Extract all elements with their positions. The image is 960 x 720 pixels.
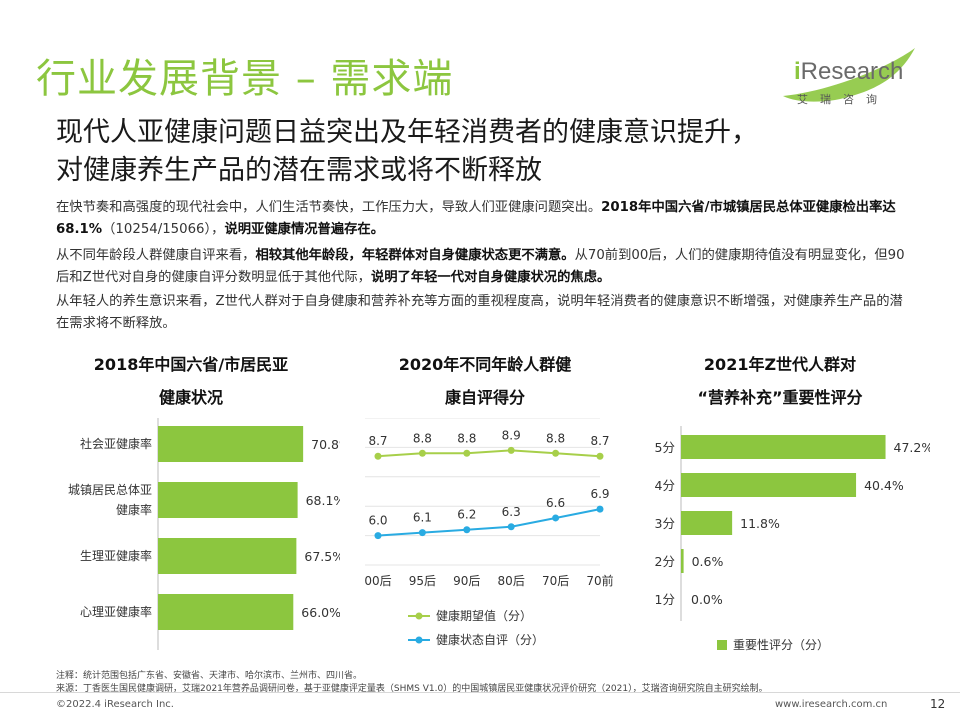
chart-3-bar [681,549,684,573]
chart-1-category-label: 心理亚健康率 [80,604,152,619]
chart-2-age-scores: 8.7 8.8 8.8 8.9 8.8 8.7 6.0 6.1 6.2 6.3 6.6 6.9 00后 9… [364,418,614,647]
logo-swoosh [783,48,915,102]
chart-2-point [418,449,426,457]
chart-2-point [374,452,382,460]
chart-3-bar [681,435,886,459]
chart-3-title: 2021年Z世代人群对 “营养补充”重要性评分 [697,355,863,407]
page-title: 行业发展背景 – 需求端 [36,56,454,102]
footer-divider [0,692,960,693]
chart-3-data-label: 0.0% [691,592,723,607]
chart-1-legend-label: 亚健康检出率（%） [156,665,263,666]
chart-2-series-line [377,449,601,458]
logo-wordmark: iResearch [794,58,904,85]
chart-2-data-label: 6.6 [546,496,565,510]
paragraph-3: 从年轻人的养生意识来看，Z世代人群对于自身健康和营养补充等方面的重视程度高，说明… [56,294,903,331]
chart-1-data-label: 68.1% [306,493,340,508]
chart-2-tick-label: 80后 [498,574,525,588]
chart-2-data-label: 8.7 [368,434,387,448]
chart-1-bar [158,594,294,630]
chart-2-title: 2020年不同年龄人群健 康自评得分 [398,355,572,407]
chart-3-importance-scores: 47.2% 5分 40.4% 4分 11.8% 3分 0.6% 2分 0.0% 1分重要性评分（分… [655,426,930,652]
footer-copyright: ©2022.4 iResearch Inc. [56,699,174,710]
chart-2-series-line [377,508,601,537]
chart-2-point [463,526,471,534]
chart-1-category-label: 生理亚健康率 [80,548,152,563]
chart-1-data-label: 67.5% [304,549,340,564]
chart-2-point [552,514,560,522]
chart-2-point [507,523,515,531]
chart-2-tick-label: 95后 [409,574,436,588]
page-subtitle: 现代人亚健康问题日益突出及年轻消费者的健康意识提升， 对健康养生产品的潜在需求或… [56,114,936,190]
chart-3-category-label: 2分 [655,554,675,569]
chart-3-category-label: 1分 [655,592,675,607]
page-number: 12 [930,697,946,711]
chart-1-data-label: 66.0% [301,605,340,620]
chart-3-legend-swatch [717,640,727,650]
chart-3-bar [681,473,857,497]
chart-3-category-label: 4分 [655,478,675,493]
chart-2-point [463,449,471,457]
paragraph-1: 在快节奏和高强度的现代社会中，人们生活节奏快，工作压力大，导致人们亚健康问题突出… [56,200,896,237]
chart-3-legend-label: 重要性评分（分） [733,638,829,652]
paragraph-2: 从不同年龄段人群健康自评来看，相较其他年龄段，年轻群体对自身健康状态更不满意。从… [56,248,905,285]
chart-1-bar [158,538,297,574]
chart-3-category-label: 3分 [655,516,675,531]
chart-2-point [552,449,560,457]
chart-3-data-label: 47.2% [894,440,930,455]
subtitle-line-2: 对健康养生产品的潜在需求或将不断释放 [56,155,542,186]
chart-1-bar [158,482,298,518]
footer-website: www.iresearch.com.cn [775,699,888,710]
chart-2-legend-marker [415,636,423,644]
chart-3-category-label: 5分 [655,440,675,455]
chart-2-tick-label: 70后 [542,574,569,588]
chart-2-data-label: 8.7 [590,434,609,448]
chart-2-legend-marker [415,612,423,620]
chart-2-data-label: 6.9 [590,487,609,501]
chart-3-data-label: 11.8% [740,516,780,531]
chart-2-point [418,529,426,537]
chart-2-data-label: 8.8 [546,431,565,445]
chart-2-data-label: 6.3 [502,505,521,519]
chart-2-legend-label: 健康状态自评（分） [436,632,544,647]
chart-2-point [374,532,382,540]
chart-2-tick-label: 90后 [453,574,480,588]
chart-2-point [596,505,604,513]
chart-2-data-label: 8.8 [457,431,476,445]
note-source: 来源：丁香医生国民健康调研，艾瑞2021年营养品调研问卷，基于亚健康评定量表（S… [56,684,768,694]
chart-1-data-label: 70.8% [311,437,340,452]
subtitle-line-1: 现代人亚健康问题日益突出及年轻消费者的健康意识提升， [56,117,758,148]
chart-2-data-label: 6.2 [457,508,476,522]
chart-1-bar [158,426,304,462]
logo-subtitle: 艾瑞咨询 [797,93,889,106]
chart-2-legend-label: 健康期望值（分） [436,608,532,623]
chart-2-point [596,452,604,460]
chart-2-data-label: 6.0 [368,514,387,528]
chart-3-bar [681,511,733,535]
chart-2-data-label: 8.8 [413,431,432,445]
chart-2-tick-label: 70前 [586,573,613,588]
chart-2-data-label: 6.1 [413,511,432,525]
chart-1-category-label: 城镇居民总体亚 [68,483,152,497]
chart-2-point [507,446,515,454]
chart-3-data-label: 40.4% [864,478,904,493]
chart-1-title: 2018年中国六省/市居民亚 健康状况 [93,355,289,407]
chart-3-data-label: 0.6% [692,554,724,569]
chart-1-category-label: 社会亚健康率 [80,436,152,451]
chart-2-data-label: 8.9 [502,428,521,442]
note-scope: 注释：统计范围包括广东省、安徽省、天津市、哈尔滨市、兰州市、四川省。 [56,671,363,681]
chart-1-category-label: 健康率 [116,502,152,517]
chart-2-tick-label: 00后 [364,574,391,588]
